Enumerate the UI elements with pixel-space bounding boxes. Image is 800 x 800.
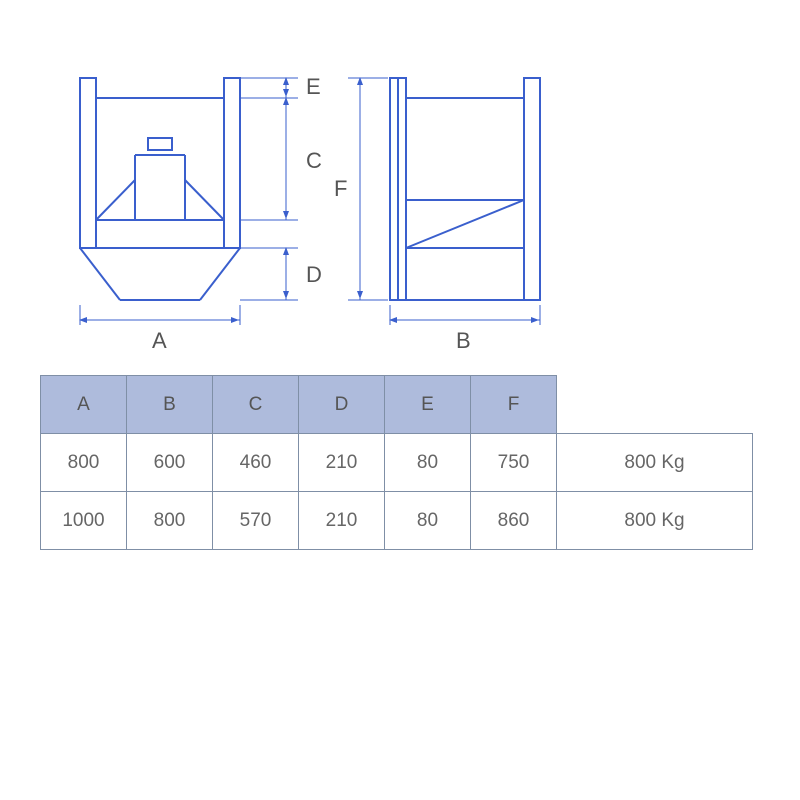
col-f: F: [471, 376, 557, 434]
label-b: B: [456, 328, 471, 354]
cell: 210: [299, 434, 385, 492]
cell: 600: [127, 434, 213, 492]
technical-drawing: A B C D E F: [0, 0, 800, 360]
dimension-a: [80, 305, 240, 325]
cell: 80: [385, 492, 471, 550]
label-d: D: [306, 262, 322, 288]
cell-weight: 800 Kg: [557, 492, 753, 550]
table-row: 800 600 460 210 80 750 800 Kg: [41, 434, 753, 492]
spec-table: A B C D E F 800 600 460 210 80 750 800 K…: [40, 375, 753, 550]
cell: 80: [385, 434, 471, 492]
cell: 860: [471, 492, 557, 550]
cell: 1000: [41, 492, 127, 550]
col-d: D: [299, 376, 385, 434]
side-view: [390, 78, 540, 300]
cell-weight: 800 Kg: [557, 434, 753, 492]
col-e: E: [385, 376, 471, 434]
label-f: F: [334, 176, 347, 202]
col-c: C: [213, 376, 299, 434]
drawing-svg: [0, 0, 800, 360]
label-a: A: [152, 328, 167, 354]
cell: 460: [213, 434, 299, 492]
col-a: A: [41, 376, 127, 434]
cell: 750: [471, 434, 557, 492]
cell: 800: [41, 434, 127, 492]
label-c: C: [306, 148, 322, 174]
spec-table-wrap: A B C D E F 800 600 460 210 80 750 800 K…: [0, 360, 800, 550]
table-row: 1000 800 570 210 80 860 800 Kg: [41, 492, 753, 550]
dimension-f: [348, 78, 388, 300]
front-view: [80, 78, 240, 300]
cell: 800: [127, 492, 213, 550]
table-header-row: A B C D E F: [41, 376, 753, 434]
dimension-b: [390, 305, 540, 325]
col-b: B: [127, 376, 213, 434]
cell: 570: [213, 492, 299, 550]
cell: 210: [299, 492, 385, 550]
label-e: E: [306, 74, 321, 100]
